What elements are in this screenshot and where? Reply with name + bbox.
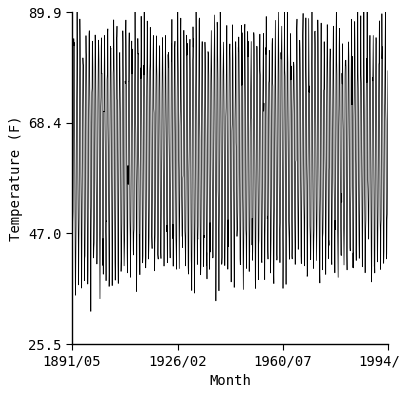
X-axis label: Month: Month [209, 374, 251, 388]
Y-axis label: Temperature (F): Temperature (F) [8, 115, 22, 241]
